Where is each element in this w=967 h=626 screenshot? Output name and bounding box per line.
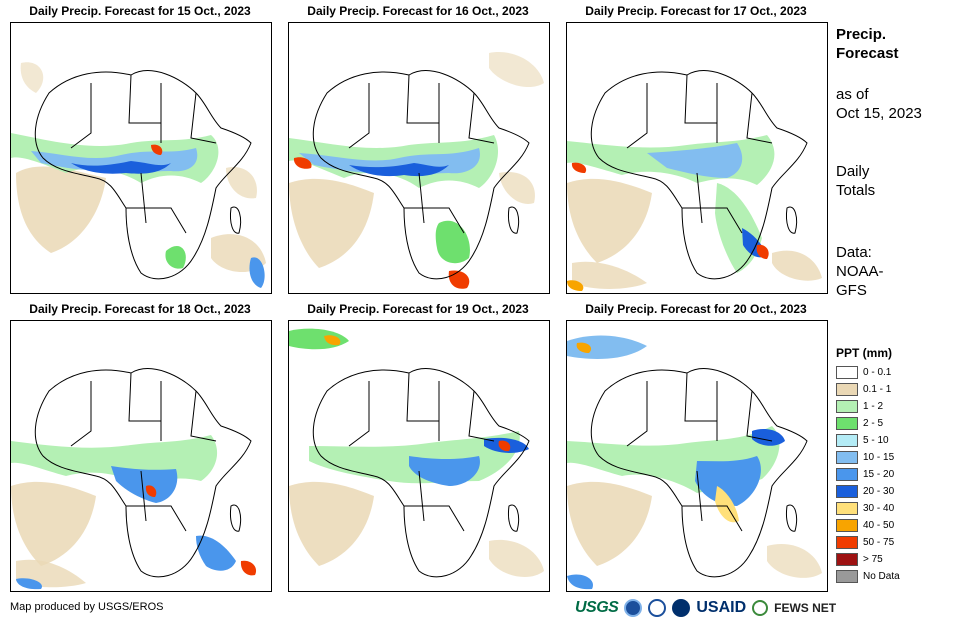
precip-map (566, 320, 828, 592)
map-graphic (289, 52, 544, 289)
legend-item: 40 - 50 (836, 517, 956, 534)
legend-swatch (836, 485, 858, 498)
legend: PPT (mm) 0 - 0.1 0.1 - 1 1 - 2 2 - 5 5 - 10 1… (836, 346, 956, 585)
panel-title: Daily Precip. Forecast for 18 Oct., 2023 (29, 302, 251, 316)
precip-map (566, 22, 828, 294)
rain-band (289, 135, 499, 289)
legend-swatch (836, 502, 858, 515)
legend-item: 0.1 - 1 (836, 381, 956, 398)
legend-label: 20 - 30 (863, 486, 895, 497)
sidebar-data-source: Data: NOAA- GFS (836, 243, 956, 300)
africa-outline (34, 368, 252, 578)
legend-swatch (836, 417, 858, 430)
agency-seal-icon (648, 599, 667, 617)
rain-band (567, 135, 775, 291)
legend-label: 0 - 0.1 (863, 367, 892, 378)
rain-band (289, 328, 529, 486)
sidebar-title-line2: Forecast (836, 45, 899, 62)
africa-outline (590, 70, 808, 280)
sidebar-title-line1: Precip. (836, 26, 887, 43)
legend-label: 40 - 50 (863, 520, 895, 531)
legend-item: No Data (836, 568, 956, 585)
legend-label: No Data (863, 571, 900, 582)
legend-title: PPT (mm) (836, 346, 893, 360)
map-graphic (289, 328, 544, 578)
map-graphic (567, 335, 822, 590)
africa-outline (34, 70, 252, 280)
africa-outline (590, 368, 808, 578)
legend-swatch (836, 434, 858, 447)
legend-swatch (836, 366, 858, 379)
sidebar-data-line3: GFS (836, 282, 867, 299)
dry-speckle (289, 481, 544, 578)
precip-map (10, 22, 272, 294)
legend-label: > 75 (863, 554, 883, 565)
africa-outline (312, 368, 530, 578)
sidebar-daily-line1: Daily (836, 163, 870, 180)
legend-swatch (836, 383, 858, 396)
partner-logos: USGS USAID FEWS NET (575, 597, 836, 619)
legend-item: 2 - 5 (836, 415, 956, 432)
dry-speckle (289, 52, 544, 268)
africa-outline (312, 70, 530, 280)
fews-net-logo: FEWS NET (774, 601, 837, 615)
dry-speckle (567, 178, 822, 289)
legend-swatch (836, 553, 858, 566)
legend-label: 30 - 40 (863, 503, 895, 514)
dry-speckle (567, 481, 822, 578)
legend-item: 50 - 75 (836, 534, 956, 551)
dry-speckle (11, 481, 96, 588)
legend-swatch (836, 570, 858, 583)
panel-title: Daily Precip. Forecast for 17 Oct., 2023 (585, 4, 807, 18)
legend-item: 0 - 0.1 (836, 364, 956, 381)
fews-globe-icon (752, 600, 769, 616)
legend-swatch (836, 400, 858, 413)
legend-swatch (836, 536, 858, 549)
legend-label: 2 - 5 (863, 418, 884, 429)
usgs-logo: USGS (575, 599, 619, 616)
legend-item: 5 - 10 (836, 432, 956, 449)
rain-band (567, 335, 785, 590)
legend-swatch (836, 468, 858, 481)
map-graphic (11, 62, 266, 288)
map-graphic (11, 368, 257, 590)
sidebar-title: Precip. Forecast (836, 25, 956, 63)
legend-swatch (836, 451, 858, 464)
sidebar-daily: Daily Totals (836, 162, 956, 200)
sidebar-data-line2: NOAA- (836, 263, 884, 280)
map-graphic (567, 70, 822, 291)
precip-map (288, 320, 550, 592)
panel-title: Daily Precip. Forecast for 19 Oct., 2023 (307, 302, 529, 316)
noaa-logo-icon (624, 599, 643, 617)
usaid-seal-icon (672, 599, 691, 617)
usaid-logo: USAID (696, 599, 747, 616)
sidebar-data-line1: Data: (836, 244, 872, 261)
rain-band (11, 133, 265, 288)
panel-title: Daily Precip. Forecast for 16 Oct., 2023 (307, 4, 529, 18)
legend-label: 1 - 2 (863, 401, 884, 412)
legend-item: 1 - 2 (836, 398, 956, 415)
sidebar-asof: as of Oct 15, 2023 (836, 85, 956, 123)
legend-swatch (836, 519, 858, 532)
rain-band (11, 435, 257, 590)
precip-map (10, 320, 272, 592)
sidebar-asof-line2: Oct 15, 2023 (836, 105, 922, 122)
legend-item: 30 - 40 (836, 500, 956, 517)
map-credit: Map produced by USGS/EROS (10, 601, 164, 613)
legend-item: 15 - 20 (836, 466, 956, 483)
legend-item: 20 - 30 (836, 483, 956, 500)
legend-label: 15 - 20 (863, 469, 895, 480)
legend-item: 10 - 15 (836, 449, 956, 466)
sidebar-asof-line1: as of (836, 86, 869, 103)
legend-rows: 0 - 0.1 0.1 - 1 1 - 2 2 - 5 5 - 10 10 - 15 15 … (836, 364, 956, 585)
legend-label: 0.1 - 1 (863, 384, 892, 395)
precip-map (288, 22, 550, 294)
panel-title: Daily Precip. Forecast for 20 Oct., 2023 (585, 302, 807, 316)
legend-label: 10 - 15 (863, 452, 895, 463)
legend-label: 50 - 75 (863, 537, 895, 548)
legend-item: > 75 (836, 551, 956, 568)
legend-label: 5 - 10 (863, 435, 889, 446)
panel-title: Daily Precip. Forecast for 15 Oct., 2023 (29, 4, 251, 18)
sidebar-daily-line2: Totals (836, 182, 876, 199)
